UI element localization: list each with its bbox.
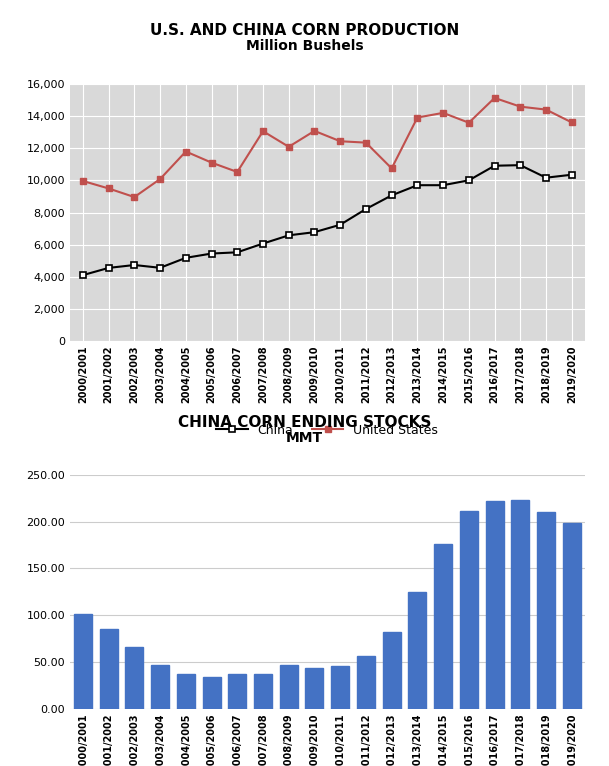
Bar <box>537 512 555 709</box>
Bar <box>306 668 323 709</box>
China <box>543 173 550 182</box>
Bar <box>409 591 426 709</box>
Bar <box>434 544 452 709</box>
Bar <box>331 666 349 709</box>
China <box>414 181 421 190</box>
United States <box>362 138 370 147</box>
Bar <box>254 674 272 709</box>
United States <box>105 184 112 193</box>
Bar <box>357 656 375 709</box>
Text: MMT: MMT <box>286 431 323 445</box>
United States <box>337 136 344 146</box>
Bar <box>100 629 118 709</box>
United States <box>285 142 292 152</box>
China <box>388 191 395 200</box>
Line: China: China <box>79 162 576 279</box>
United States <box>311 126 318 136</box>
Bar <box>485 501 504 709</box>
China <box>79 270 86 280</box>
Bar <box>460 512 478 709</box>
Line: United States: United States <box>79 94 576 201</box>
Bar <box>151 665 169 709</box>
United States <box>79 176 86 185</box>
United States <box>543 105 550 114</box>
China <box>131 260 138 270</box>
China <box>440 181 447 190</box>
Bar <box>74 614 92 709</box>
United States <box>516 102 524 111</box>
China <box>568 170 576 179</box>
Bar <box>382 632 401 709</box>
Bar <box>125 647 143 709</box>
Text: U.S. AND CHINA CORN PRODUCTION: U.S. AND CHINA CORN PRODUCTION <box>150 23 459 38</box>
China <box>285 231 292 240</box>
China <box>182 254 189 263</box>
United States <box>491 93 498 103</box>
Legend: China, United States: China, United States <box>211 420 443 443</box>
Bar <box>228 674 246 709</box>
Text: CHINA CORN ENDING STOCKS: CHINA CORN ENDING STOCKS <box>178 415 431 430</box>
China <box>311 228 318 237</box>
Text: Million Bushels: Million Bushels <box>245 39 364 53</box>
United States <box>234 168 241 177</box>
China <box>259 239 267 248</box>
China <box>516 161 524 170</box>
Bar <box>177 674 195 709</box>
United States <box>208 158 215 167</box>
Bar <box>280 665 298 709</box>
United States <box>157 175 164 184</box>
China <box>208 249 215 258</box>
China <box>465 175 473 185</box>
United States <box>259 126 267 136</box>
China <box>491 161 498 170</box>
Bar <box>512 500 529 709</box>
United States <box>388 164 395 173</box>
China <box>362 205 370 214</box>
United States <box>182 147 189 156</box>
United States <box>568 118 576 127</box>
United States <box>465 118 473 127</box>
United States <box>414 113 421 122</box>
Bar <box>563 522 581 709</box>
Bar <box>203 677 220 709</box>
United States <box>131 192 138 201</box>
China <box>234 247 241 257</box>
China <box>337 220 344 229</box>
China <box>105 264 112 273</box>
China <box>157 264 164 273</box>
United States <box>440 108 447 117</box>
